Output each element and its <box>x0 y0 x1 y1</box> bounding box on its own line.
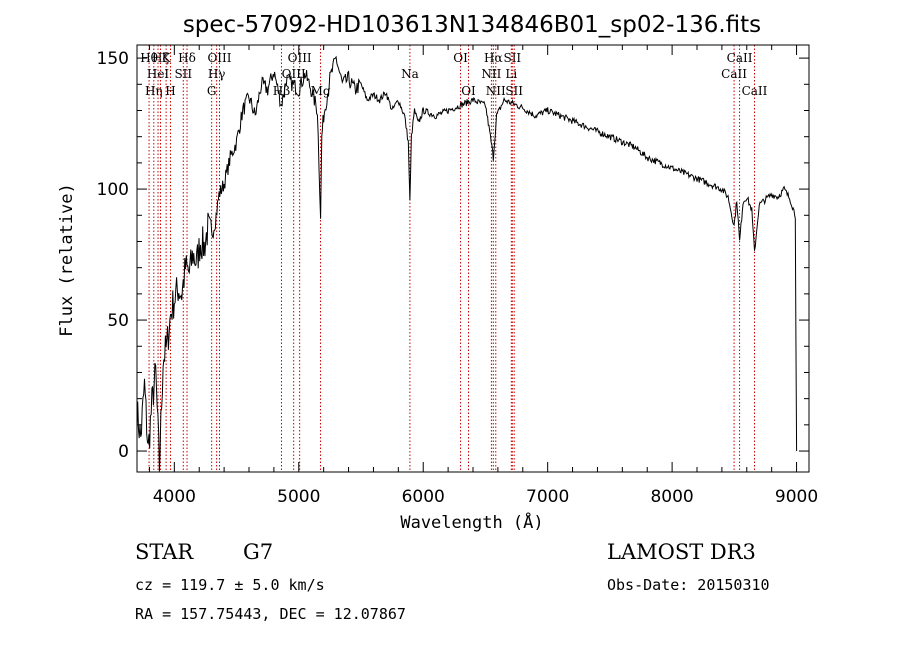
coordinates: RA = 157.75443, DEC = 12.07867 <box>135 605 406 623</box>
line-marker-label-5: H <box>165 84 175 98</box>
object-class: STAR <box>135 540 194 564</box>
line-marker-label-13: OIII <box>288 51 312 65</box>
observation-date: Obs-Date: 20150310 <box>607 576 770 594</box>
y-tick-label-0: 0 <box>118 442 129 462</box>
x-tick-label-4: 8000 <box>650 487 693 507</box>
line-marker-label-24: CaII <box>721 67 747 81</box>
y-tick-label-2: 100 <box>97 180 129 200</box>
line-marker-label-7: Hδ <box>178 51 196 65</box>
line-marker-label-18: NII <box>481 67 501 81</box>
line-marker-label-8: G <box>207 84 217 98</box>
y-axis-ticks: 0 50 100 150 <box>97 49 809 462</box>
line-marker-label-12: OIII <box>282 67 306 81</box>
line-marker-label-4: K <box>162 51 172 65</box>
x-tick-label-5: 9000 <box>775 487 818 507</box>
line-marker-label-15: Na <box>401 67 419 81</box>
line-marker-label-6: SII <box>174 67 192 81</box>
survey-name: LAMOST DR3 <box>607 540 756 564</box>
line-marker-label-20: NII <box>486 84 506 98</box>
x-tick-label-3: 7000 <box>526 487 569 507</box>
line-marker-label-0: Hθ <box>140 51 158 65</box>
line-marker-label-10: OIII <box>207 51 231 65</box>
line-marker-label-16: OI <box>453 51 468 65</box>
line-marker-label-21: Li <box>505 67 517 81</box>
y-axis-label: Flux (relative) <box>57 183 77 337</box>
line-marker-label-25: CaII <box>727 51 753 65</box>
x-axis-ticks: 4000 5000 6000 7000 8000 9000 <box>148 45 818 507</box>
emission-line-labels: Hθ Hη HeI HζK H SII Hδ G Hγ OIII Hβ OIII OIII Mg Na OI O… <box>140 51 767 98</box>
x-tick-label-0: 4000 <box>153 487 196 507</box>
line-marker-label-23: SII <box>505 84 523 98</box>
x-tick-label-1: 5000 <box>277 487 320 507</box>
line-marker-label-17: OI <box>461 84 476 98</box>
x-axis-label: Wavelength (Å) <box>400 511 543 533</box>
line-marker-label-26: CaII <box>742 84 768 98</box>
y-tick-label-1: 50 <box>107 311 129 331</box>
line-marker-label-14: Mg <box>311 84 331 98</box>
line-marker-label-1: Hη <box>145 84 163 98</box>
line-marker-label-22: SII <box>503 51 521 65</box>
chart-title: spec-57092-HD103613N134846B01_sp02-136.f… <box>183 12 761 38</box>
line-marker-label-3: Hζ <box>152 51 169 65</box>
x-tick-label-2: 6000 <box>402 487 445 507</box>
object-subclass: G7 <box>243 540 273 564</box>
spectrum-line <box>136 55 798 472</box>
redshift-velocity: cz = 119.7 ± 5.0 km/s <box>135 576 325 594</box>
line-marker-label-11: Hβ <box>273 84 290 98</box>
line-marker-label-9: Hγ <box>208 67 226 81</box>
y-tick-label-3: 150 <box>97 49 129 69</box>
line-marker-label-2: HeI <box>147 67 170 81</box>
plot-frame <box>136 44 810 473</box>
line-marker-label-19: Hα <box>484 51 503 65</box>
